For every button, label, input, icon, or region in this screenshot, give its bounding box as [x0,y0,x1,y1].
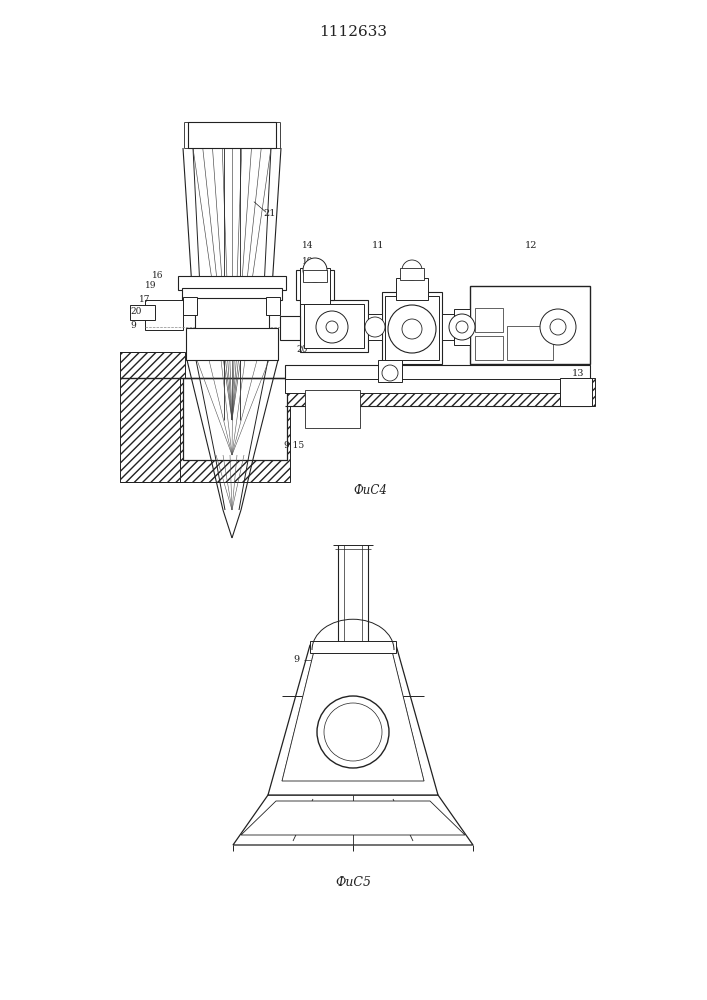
Polygon shape [268,645,438,795]
Circle shape [540,309,576,345]
Text: 9: 9 [130,320,136,330]
Circle shape [449,314,475,340]
Bar [120,352,185,378]
Bar [183,297,197,315]
Text: 1112633: 1112633 [319,25,387,39]
Polygon shape [145,300,183,330]
Bar [183,378,287,460]
Bar [300,300,368,352]
Text: 20: 20 [296,344,308,354]
Text: 19: 19 [144,282,156,290]
Text: 11: 11 [372,241,385,250]
Text: 9: 9 [294,656,300,664]
Bar [285,379,590,393]
Bar [178,276,286,290]
Bar [304,304,364,348]
Bar [378,360,402,382]
Bar [186,328,278,360]
Bar [400,268,424,280]
Text: 14: 14 [302,241,313,250]
Circle shape [303,258,327,282]
Circle shape [324,703,382,761]
Bar [195,298,269,330]
Text: 13: 13 [572,369,585,378]
Bar [305,390,360,428]
Text: ФиС4: ФиС4 [353,484,387,496]
Polygon shape [282,651,424,781]
Bar [303,270,327,282]
Circle shape [550,319,566,335]
Circle shape [316,311,348,343]
Bar [296,270,334,300]
Bar [396,278,428,300]
Polygon shape [130,305,155,320]
Circle shape [402,319,422,339]
Circle shape [402,260,422,280]
Text: 21: 21 [264,210,276,219]
Bar [266,297,280,315]
Text: ФиС5: ФиС5 [335,876,371,888]
Circle shape [365,317,385,337]
Polygon shape [120,352,180,378]
Bar [475,308,503,332]
Bar [507,326,553,360]
Polygon shape [233,795,473,845]
Bar [180,378,290,482]
Text: 18: 18 [312,268,324,277]
Text: 9 15: 9 15 [284,440,304,450]
Bar [368,314,382,340]
Text: 17: 17 [139,296,150,304]
Bar [300,268,330,304]
Bar [285,378,595,406]
Text: 16: 16 [151,271,163,280]
Bar [120,378,185,482]
Bar [454,309,470,345]
Bar [188,122,276,148]
Circle shape [326,321,338,333]
Bar [385,296,439,360]
Text: 19: 19 [302,257,313,266]
Text: 12: 12 [525,241,537,250]
Bar [285,365,590,380]
Bar [382,292,442,364]
Circle shape [317,696,389,768]
Bar [182,288,282,300]
Bar [442,314,454,340]
Circle shape [456,321,468,333]
Bar [310,641,396,653]
Bar [280,316,300,340]
Bar [470,286,590,364]
Circle shape [382,365,398,381]
Polygon shape [241,801,465,835]
Text: 20: 20 [131,308,142,316]
Circle shape [388,305,436,353]
Bar [475,336,503,360]
Bar [560,378,592,406]
